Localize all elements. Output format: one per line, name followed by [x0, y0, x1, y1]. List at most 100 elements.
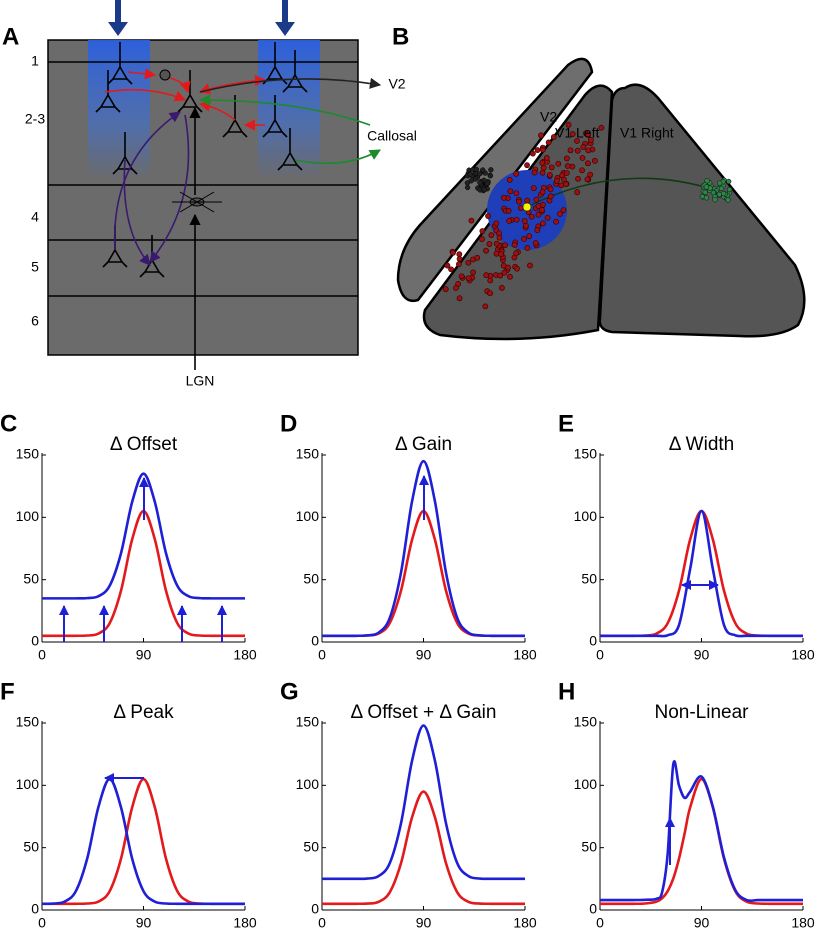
chart-title: Δ Width: [669, 434, 735, 455]
site: [539, 146, 546, 153]
site: [543, 155, 550, 161]
neurons: [95, 42, 308, 278]
interneuron: [159, 69, 171, 81]
area-label: V2: [540, 109, 557, 125]
y-tick-label: 0: [311, 633, 319, 649]
neuron: [222, 95, 248, 138]
site: [465, 275, 472, 282]
y-tick-label: 100: [296, 508, 320, 524]
y-tick-label: 0: [31, 901, 39, 917]
layer-label: 2-3: [25, 111, 45, 127]
curve: [42, 472, 245, 600]
chart-title: Δ Peak: [113, 702, 174, 723]
curve: [322, 459, 525, 638]
site: [563, 181, 569, 188]
y-tick-label: 150: [16, 446, 40, 462]
site: [467, 171, 473, 177]
area-label: V1 Right: [620, 125, 674, 141]
chart-title: Δ Gain: [395, 434, 452, 455]
y-tick-label: 100: [574, 508, 598, 524]
y-tick-label: 50: [303, 838, 319, 854]
panel-a: A: [2, 0, 417, 389]
site: [540, 164, 547, 171]
chart: G Δ Offset + Δ Gain 0 50 100 150 0 90 180: [280, 678, 537, 930]
v1-right: [598, 83, 806, 338]
x-tick-label: 180: [513, 647, 537, 663]
site: [483, 247, 489, 254]
panel-letter: C: [0, 410, 17, 437]
site: [544, 214, 551, 221]
y-tick-label: 150: [296, 446, 320, 462]
site: [502, 242, 509, 249]
x-tick-label: 180: [233, 647, 257, 663]
site: [507, 273, 513, 280]
curve: [600, 509, 803, 638]
site: [442, 286, 449, 293]
x-tick-label: 0: [318, 915, 326, 931]
site: [534, 227, 541, 233]
site: [720, 190, 727, 197]
site: [539, 169, 546, 176]
layer-labels: 1 2-3 4 5 6: [25, 53, 45, 329]
site: [716, 191, 722, 198]
site: [487, 173, 494, 179]
site: [560, 207, 567, 214]
y-tick-label: 50: [581, 838, 597, 854]
curve: [600, 509, 803, 638]
panel-letter: E: [558, 410, 574, 437]
site: [505, 207, 512, 214]
chart: H Non-Linear 0 50 100 150 0 90 180: [558, 678, 815, 930]
site: [480, 167, 486, 173]
site: [530, 185, 537, 192]
site: [557, 211, 563, 217]
site: [444, 262, 451, 269]
site: [528, 213, 535, 220]
y-tick-label: 100: [16, 508, 40, 524]
x-tick-label: 180: [513, 915, 537, 931]
neuron: [277, 128, 303, 171]
y-tick-label: 50: [23, 838, 39, 854]
site: [501, 194, 507, 201]
x-tick-label: 90: [136, 647, 152, 663]
site: [488, 232, 495, 239]
site: [574, 138, 580, 144]
site: [587, 171, 594, 178]
input-label: LGN: [186, 373, 215, 389]
site: [513, 216, 520, 223]
site: [487, 277, 494, 284]
chart-title: Δ Offset: [110, 434, 178, 455]
site: [558, 182, 565, 189]
curve: [600, 777, 803, 906]
site: [485, 213, 491, 219]
charts: C Δ Offset 0 50 100 150 0 90 180 D Δ Gain 0 50 100 150…: [0, 410, 815, 930]
site: [547, 186, 554, 193]
y-tick-label: 100: [296, 776, 320, 792]
layer-lines: [48, 61, 358, 297]
site: [553, 178, 560, 184]
site: [511, 241, 518, 248]
site: [587, 136, 594, 143]
site: [516, 198, 522, 205]
y-tick-label: 0: [311, 901, 319, 917]
chart: E Δ Width 0 50 100 150 0 90 180: [558, 410, 815, 662]
site: [487, 290, 493, 297]
site: [585, 147, 592, 154]
site: [497, 272, 504, 279]
site: [591, 157, 598, 164]
site: [579, 167, 585, 174]
panel-letter: H: [558, 678, 575, 705]
site: [521, 236, 527, 242]
site: [718, 185, 725, 192]
neuron: [139, 235, 165, 278]
site: [479, 236, 485, 242]
x-tick-label: 0: [38, 647, 46, 663]
connections: [104, 68, 382, 370]
chart-title: Non-Linear: [655, 702, 750, 723]
x-tick-label: 90: [694, 647, 710, 663]
site: [493, 220, 500, 227]
site: [563, 155, 570, 162]
site: [458, 273, 465, 280]
site: [455, 261, 462, 268]
site: [548, 164, 555, 171]
